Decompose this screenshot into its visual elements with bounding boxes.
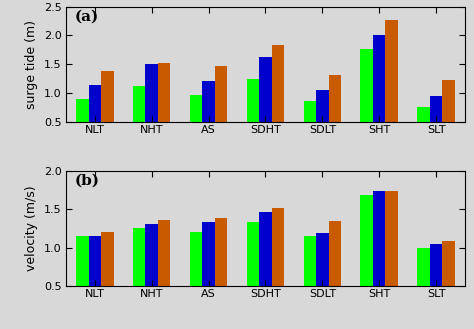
Bar — [430, 244, 442, 325]
Bar — [146, 64, 158, 151]
Bar — [303, 101, 316, 151]
Bar — [101, 232, 114, 325]
Bar — [101, 71, 114, 151]
Bar — [202, 81, 215, 151]
Bar — [360, 49, 373, 151]
Bar — [133, 86, 146, 151]
Bar — [373, 35, 385, 151]
Text: (b): (b) — [74, 174, 100, 188]
Bar — [385, 191, 398, 325]
Bar — [417, 248, 430, 325]
Bar — [259, 212, 272, 325]
Bar — [246, 79, 259, 151]
Y-axis label: surge tide (m): surge tide (m) — [25, 20, 38, 109]
Bar — [215, 65, 228, 151]
Bar — [146, 224, 158, 325]
Bar — [430, 96, 442, 151]
Bar — [328, 221, 341, 325]
Bar — [316, 233, 328, 325]
Bar — [417, 107, 430, 151]
Bar — [316, 90, 328, 151]
Bar — [385, 20, 398, 151]
Bar — [442, 80, 455, 151]
Bar — [272, 208, 284, 325]
Text: (a): (a) — [74, 10, 99, 24]
Bar — [259, 57, 272, 151]
Bar — [190, 95, 202, 151]
Bar — [190, 232, 202, 325]
Bar — [442, 241, 455, 325]
Bar — [373, 191, 385, 325]
Bar — [303, 236, 316, 325]
Bar — [202, 222, 215, 325]
Bar — [328, 75, 341, 151]
Bar — [272, 45, 284, 151]
Bar — [158, 63, 171, 151]
Bar — [76, 99, 89, 151]
Bar — [158, 220, 171, 325]
Bar — [360, 195, 373, 325]
Bar — [89, 85, 101, 151]
Bar — [133, 228, 146, 325]
Y-axis label: velocity (m/s): velocity (m/s) — [25, 186, 38, 271]
Bar — [89, 236, 101, 325]
Bar — [246, 221, 259, 325]
Bar — [76, 236, 89, 325]
Bar — [215, 218, 228, 325]
